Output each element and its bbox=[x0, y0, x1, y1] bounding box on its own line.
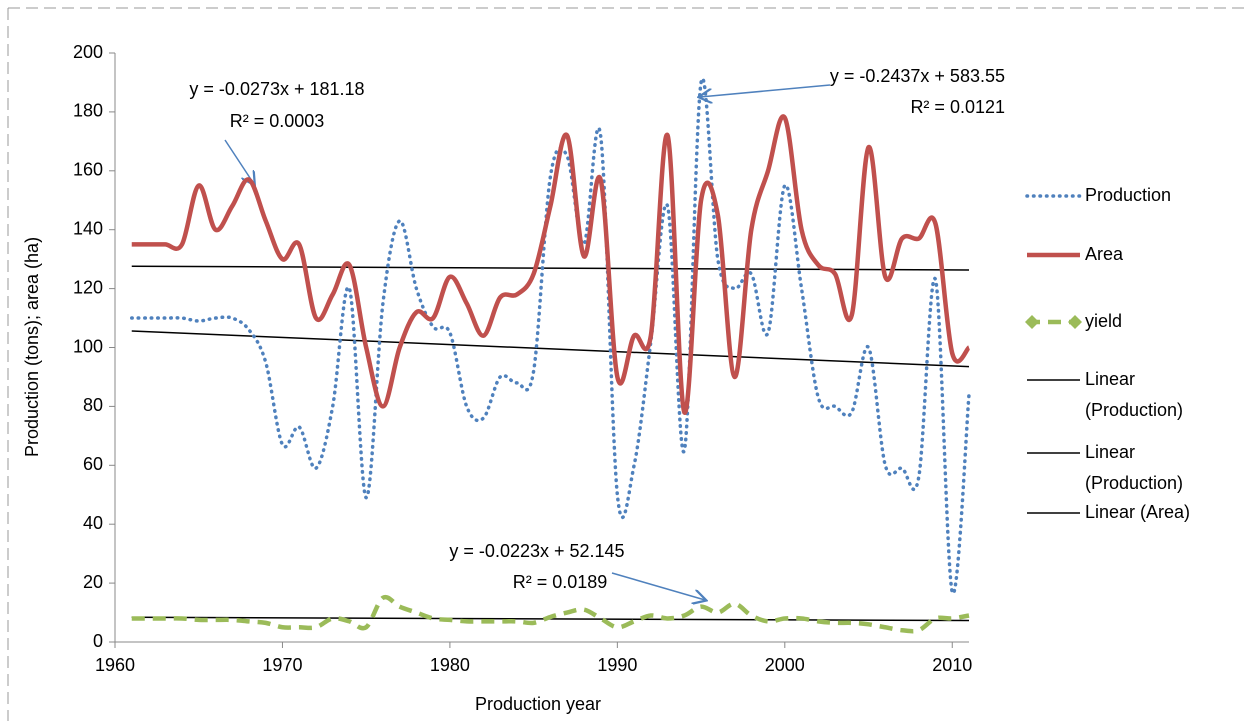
y-tick-label: 140 bbox=[73, 218, 103, 238]
legend-label: Linear (Production) bbox=[1085, 442, 1184, 493]
annotation: y = -0.0223x + 52.145 bbox=[449, 541, 624, 561]
legend-marker bbox=[1025, 315, 1039, 329]
x-tick-label: 1980 bbox=[430, 655, 470, 675]
x-axis-label: Production year bbox=[475, 694, 601, 714]
series-line bbox=[131, 594, 970, 634]
annotation: R² = 0.0121 bbox=[910, 97, 1005, 117]
legend-marker bbox=[1068, 315, 1082, 329]
x-tick-label: 1960 bbox=[95, 655, 135, 675]
y-tick-label: 200 bbox=[73, 42, 103, 62]
series-line bbox=[131, 114, 971, 415]
y-tick-label: 40 bbox=[83, 513, 103, 533]
legend-label: Linear (Area) bbox=[1085, 502, 1191, 522]
legend-label: Production bbox=[1085, 185, 1172, 205]
y-tick-label: 120 bbox=[73, 277, 103, 297]
arrow bbox=[700, 84, 831, 97]
arrow bbox=[611, 572, 705, 600]
trendline bbox=[131, 265, 970, 271]
x-tick-label: 2010 bbox=[932, 655, 972, 675]
legend-label: Linear (Production) bbox=[1085, 369, 1184, 420]
y-tick-label: 160 bbox=[73, 160, 103, 180]
annotation: R² = 0.0189 bbox=[513, 572, 608, 592]
y-tick-label: 180 bbox=[73, 101, 103, 121]
y-tick-label: 20 bbox=[83, 572, 103, 592]
y-tick-label: 0 bbox=[93, 631, 103, 651]
annotation: y = -0.2437x + 583.55 bbox=[830, 66, 1005, 86]
x-tick-label: 1990 bbox=[597, 655, 637, 675]
y-tick-label: 100 bbox=[73, 336, 103, 356]
x-tick-label: 2000 bbox=[765, 655, 805, 675]
arrow bbox=[224, 139, 254, 184]
annotation: R² = 0.0003 bbox=[230, 111, 325, 131]
y-axis-label: Production (tons); area (ha) bbox=[22, 237, 42, 457]
legend-label: yield bbox=[1085, 311, 1123, 331]
trendline bbox=[131, 330, 970, 368]
y-tick-label: 80 bbox=[83, 395, 103, 415]
x-tick-label: 1970 bbox=[262, 655, 302, 675]
annotation: y = -0.0273x + 181.18 bbox=[189, 79, 364, 99]
y-tick-label: 60 bbox=[83, 454, 103, 474]
legend-label: Area bbox=[1085, 244, 1124, 264]
series-line bbox=[129, 77, 971, 595]
